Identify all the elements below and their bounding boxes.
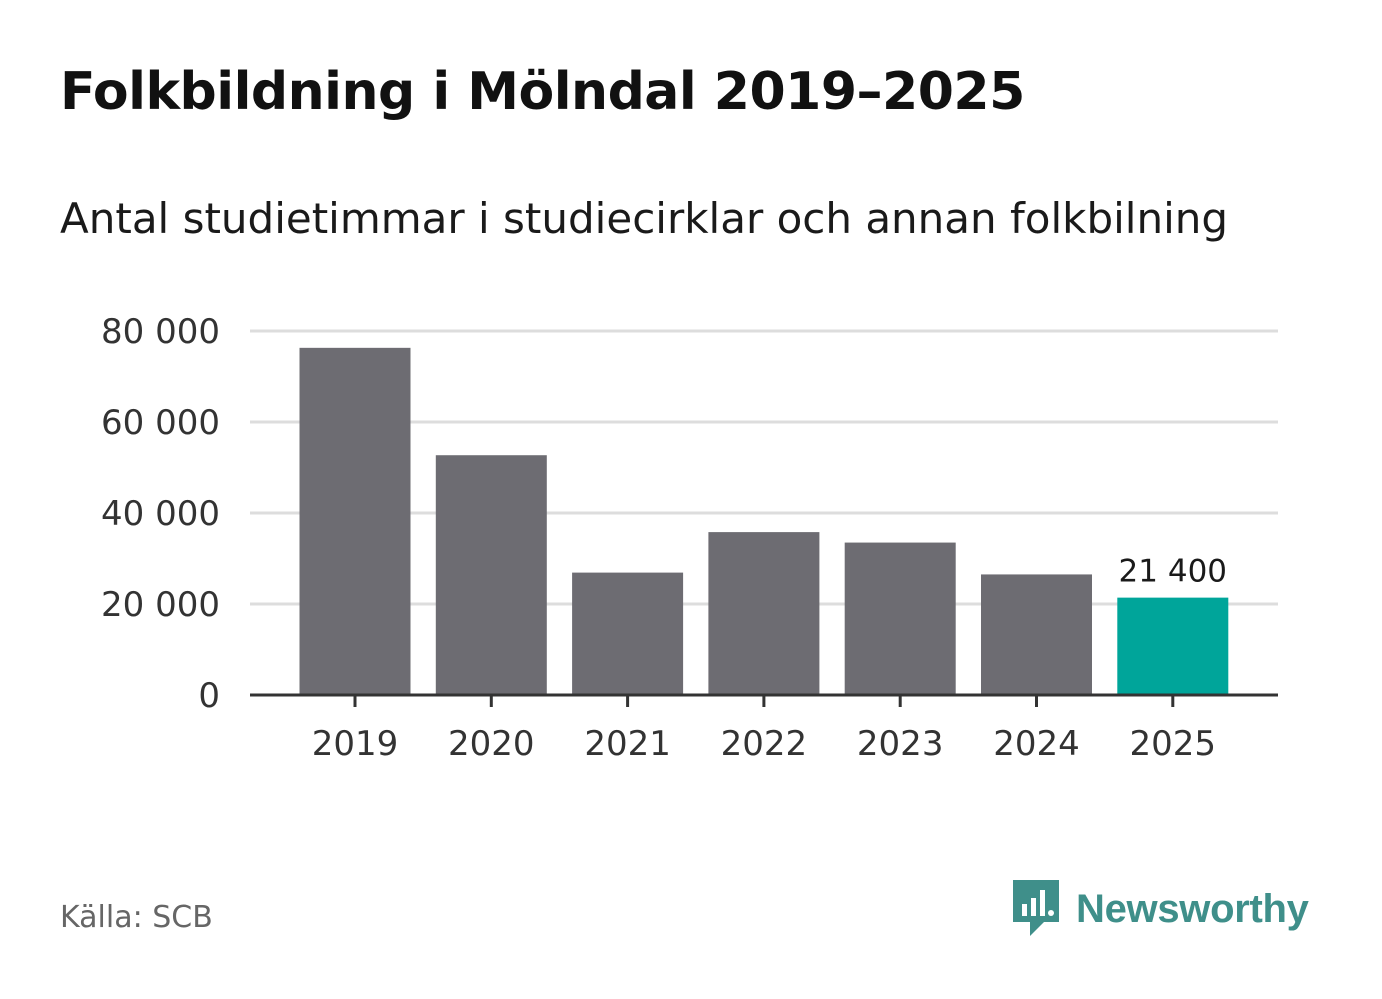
x-tick-label: 2025: [1130, 724, 1217, 764]
bar-2025: [1117, 597, 1229, 695]
brand-logo: Newsworthy: [1010, 878, 1309, 940]
y-tick-label: 60 000: [101, 403, 220, 443]
x-tick-label: 2024: [993, 724, 1080, 764]
chart-subtitle: Antal studietimmar i studiecirklar och a…: [60, 194, 1229, 243]
bar-2021: [572, 572, 684, 695]
bar-2023: [844, 542, 956, 695]
brand-name: Newsworthy: [1076, 886, 1309, 931]
x-tick-label: 2022: [721, 724, 808, 764]
x-tick-label: 2021: [584, 724, 671, 764]
newsworthy-logo-icon: [1013, 880, 1059, 936]
data-label: 21 400: [1119, 554, 1227, 590]
bar-2020: [435, 455, 547, 695]
y-tick-label: 40 000: [101, 494, 220, 534]
bar-2019: [299, 347, 411, 695]
bar-2024: [981, 574, 1092, 695]
y-tick-label: 80 000: [101, 312, 220, 352]
x-tick-label: 2020: [448, 724, 535, 764]
source-note: Källa: SCB: [60, 900, 213, 935]
chart-title: Folkbildning i Mölndal 2019–2025: [60, 62, 1025, 122]
x-tick-label: 2023: [857, 724, 944, 764]
bar-2022: [708, 532, 820, 695]
y-tick-label: 20 000: [101, 585, 220, 625]
x-tick-label: 2019: [312, 724, 399, 764]
y-tick-label: 0: [198, 676, 220, 716]
bar-chart: 0 20 000 40 000 60 000 80 000 2019 2020 2021 202…: [101, 312, 1278, 764]
